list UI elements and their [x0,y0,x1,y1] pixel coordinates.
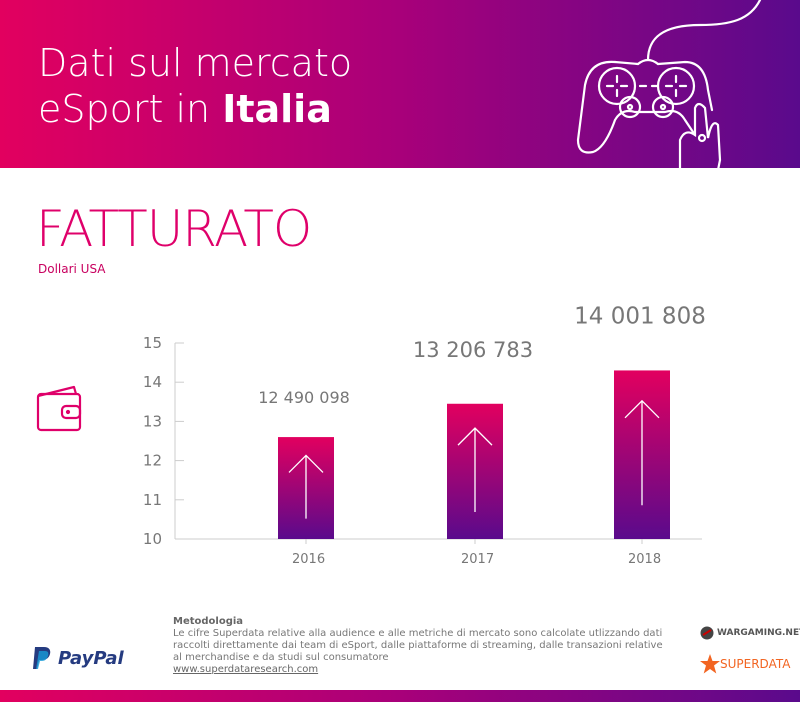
paypal-p-icon [33,647,51,669]
wargaming-icon [700,626,714,640]
methodology-text: Le cifre Superdata relative alla audienc… [173,628,663,663]
wargaming-text: WARGAMING.NET [717,628,800,638]
y-tick-label: 10 [143,530,162,548]
paypal-text: PayPal [58,647,124,669]
arrow-up-icon [288,454,324,519]
value-label: 12 490 098 [258,388,350,407]
methodology-title: Metodologia [173,616,244,627]
x-tick-label: 2016 [292,552,325,567]
title-line-2: eSport in [38,87,223,131]
header-banner: Dati sul mercato eSport in Italia [0,0,800,170]
footer-stripe [0,690,800,702]
methodology-note: Metodologia Le cifre Superdata relative … [173,616,673,676]
value-label: 13 206 783 [413,338,533,362]
wallet-icon [36,385,82,432]
superdata-logo: SUPERDATA [700,654,790,674]
superdata-link[interactable]: www.superdataresearch.com [173,664,319,675]
unit-label: Dollari USA [38,262,106,276]
paypal-logo: PayPal [32,646,124,670]
y-tick-label: 14 [143,373,162,391]
title-line-1: Dati sul mercato [38,41,353,85]
arrow-up-icon [624,399,660,506]
wargaming-logo: WARGAMING.NET [700,626,800,640]
title-bold: Italia [222,87,332,131]
section-title: FATTURATO [36,200,312,258]
star-icon [700,654,720,674]
arrow-up-icon [457,427,493,512]
page-title: Dati sul mercato eSport in Italia [38,40,352,132]
x-tick-label: 2017 [461,552,494,567]
y-tick-label: 11 [143,491,162,509]
y-tick-label: 13 [143,412,162,430]
x-tick-label: 2018 [628,552,661,567]
value-label: 14 001 808 [574,303,706,329]
gamepad-icon [576,0,762,170]
y-tick-label: 12 [143,452,162,470]
y-tick-label: 15 [143,334,162,352]
superdata-text: SUPERDATA [720,657,791,671]
bar-chart: 10 11 12 13 14 15 2016 12 490 098 2017 13 206 783… [143,303,706,567]
